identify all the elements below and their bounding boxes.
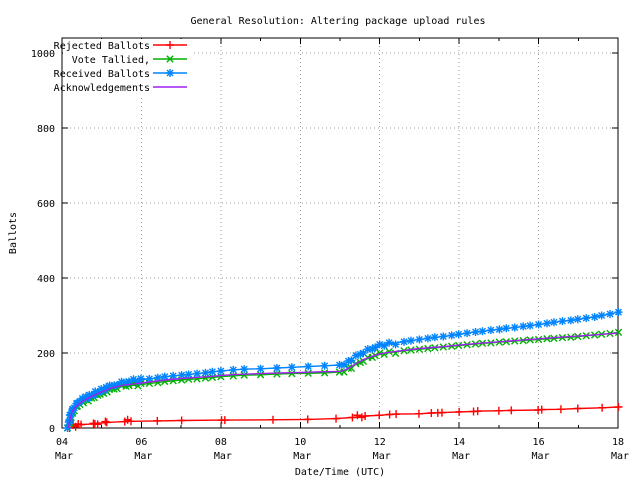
y-axis-label: Ballots	[8, 212, 19, 254]
legend-sample-rejected-ballots	[153, 41, 187, 49]
legend-sample-vote-tallied	[153, 55, 187, 63]
series-received-ballots	[63, 308, 623, 432]
legend-label-received-ballots: Received Ballots	[54, 69, 150, 80]
svg-text:04: 04	[56, 437, 68, 448]
svg-text:16: 16	[533, 437, 545, 448]
svg-text:08: 08	[215, 437, 227, 448]
svg-text:600: 600	[37, 199, 55, 210]
svg-text:12: 12	[374, 437, 386, 448]
svg-text:800: 800	[37, 124, 55, 135]
x-axis-label: Date/Time (UTC)	[295, 467, 385, 478]
legend-label-vote-tallied: Vote Tallied,	[72, 55, 150, 66]
svg-text:Mar: Mar	[134, 451, 152, 462]
svg-text:400: 400	[37, 274, 55, 285]
svg-text:200: 200	[37, 349, 55, 360]
svg-text:1000: 1000	[31, 49, 55, 60]
plot-border	[61, 37, 619, 429]
axis-tick-labels: 04 Mar 06 Mar 08 Mar 10 Mar 12 Mar 14 Mar 16 Mar 18 Mar…	[31, 49, 629, 462]
grid-lines	[62, 38, 618, 428]
legend-label-acknowledgements: Acknowledgements	[54, 83, 150, 94]
svg-text:Mar: Mar	[532, 451, 550, 462]
legend-label-rejected-ballots: Rejected Ballots	[54, 41, 150, 52]
svg-text:14: 14	[453, 437, 465, 448]
series-acknowledgements	[67, 332, 619, 429]
svg-text:Mar: Mar	[452, 451, 470, 462]
series-rejected-ballots	[65, 403, 623, 432]
legend: Rejected Ballots Vote Tallied, Received …	[54, 39, 192, 96]
svg-text:Mar: Mar	[214, 451, 232, 462]
data-series	[63, 308, 623, 432]
svg-text:06: 06	[135, 437, 147, 448]
axis-ticks	[61, 38, 619, 429]
svg-text:Mar: Mar	[55, 451, 73, 462]
svg-text:Mar: Mar	[373, 451, 391, 462]
svg-text:Mar: Mar	[293, 451, 311, 462]
svg-text:10: 10	[294, 437, 306, 448]
svg-text:0: 0	[49, 424, 55, 435]
legend-sample-received-ballots	[153, 69, 187, 77]
svg-text:18: 18	[612, 437, 624, 448]
svg-text:Mar: Mar	[611, 451, 629, 462]
chart-title: General Resolution: Altering package upl…	[190, 16, 485, 27]
